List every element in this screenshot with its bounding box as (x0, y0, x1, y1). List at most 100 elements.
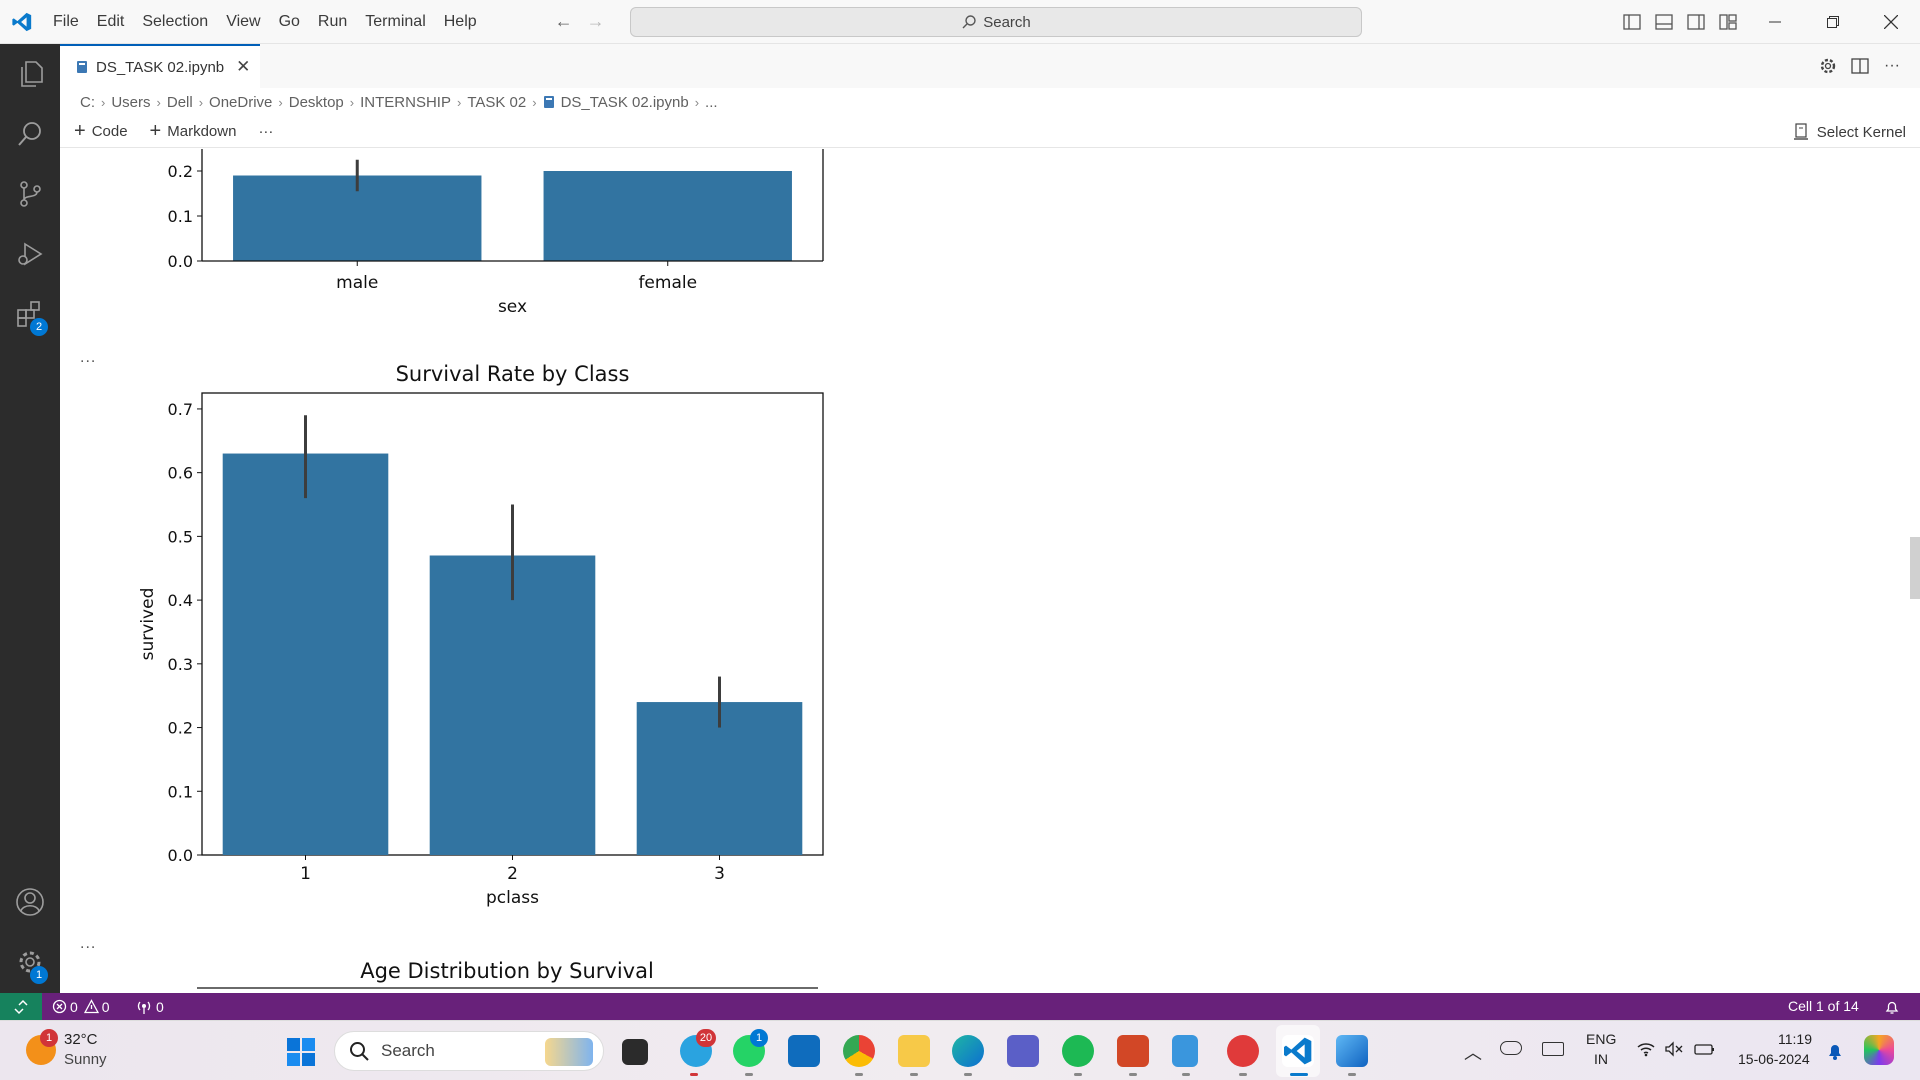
toggle-panel-icon[interactable] (1648, 0, 1680, 44)
file-explorer-icon[interactable] (898, 1035, 930, 1067)
breadcrumb-item[interactable]: Desktop (288, 93, 344, 111)
wifi-icon[interactable] (1636, 1041, 1656, 1062)
keyboard-icon[interactable] (1542, 1042, 1564, 1056)
breadcrumb-item[interactable]: TASK 02 (467, 93, 527, 111)
explorer-running-indicator (910, 1073, 918, 1076)
vscode-logo-icon[interactable] (0, 0, 44, 44)
add-markdown-cell-button[interactable]: + Markdown (150, 120, 237, 143)
minimize-icon[interactable] (1746, 0, 1804, 44)
tab-ds-task[interactable]: DS_TASK 02.ipynb ✕ (60, 44, 260, 88)
manage-gear-icon[interactable]: 1 (0, 932, 60, 992)
taskbar-search-box[interactable]: Search (334, 1031, 604, 1071)
cell-output-ellipsis[interactable]: ... (80, 935, 97, 952)
menu-terminal[interactable]: Terminal (365, 12, 426, 30)
notifications-bell-icon[interactable] (1884, 993, 1900, 1020)
taskbar-search-label: Search (381, 1041, 435, 1060)
battery-icon[interactable] (1694, 1041, 1716, 1062)
breadcrumb-item[interactable]: ... (705, 93, 718, 111)
notebook-file-icon (543, 96, 554, 108)
explorer-icon[interactable] (0, 44, 60, 104)
problems-indicator[interactable]: 0 0 (52, 993, 110, 1020)
spotify-icon[interactable] (1062, 1035, 1094, 1067)
menu-view[interactable]: View (226, 12, 261, 30)
onedrive-icon[interactable] (1500, 1041, 1522, 1055)
chrome-icon[interactable] (843, 1035, 875, 1067)
kernel-icon (1793, 123, 1808, 140)
source-control-icon[interactable] (0, 164, 60, 224)
scrollbar-thumb[interactable] (1910, 537, 1920, 599)
clock-time[interactable]: 11:19 (1778, 1031, 1812, 1047)
language-top[interactable]: ENG (1586, 1031, 1617, 1047)
cell-output-ellipsis[interactable]: ... (80, 349, 97, 366)
breadcrumb-item[interactable]: OneDrive (209, 93, 273, 111)
copilot-icon[interactable] (1864, 1035, 1894, 1065)
volume-muted-icon[interactable] (1664, 1041, 1684, 1062)
more-actions-icon[interactable]: ··· (1884, 57, 1900, 74)
command-center-search[interactable]: Search (630, 7, 1362, 37)
task-view-icon[interactable] (622, 1039, 648, 1065)
plus-icon: + (74, 120, 86, 142)
forward-arrow-icon[interactable]: → (586, 11, 605, 31)
ports-indicator[interactable]: 0 (136, 993, 164, 1020)
windows-start-icon[interactable] (286, 1037, 316, 1067)
notebook-file-icon (77, 61, 87, 73)
y-tick-label: 0.1 (168, 782, 193, 801)
spotify-running-indicator (1074, 1073, 1082, 1076)
teams-icon[interactable] (1007, 1035, 1039, 1067)
vscode-taskbar-icon[interactable] (1282, 1035, 1314, 1067)
breadcrumb-item[interactable]: Dell (166, 93, 193, 111)
add-code-cell-button[interactable]: + Code (74, 120, 128, 143)
toolbar-more-button[interactable]: ··· (258, 123, 273, 140)
extensions-badge: 2 (30, 318, 48, 336)
weather-desc[interactable]: Sunny (64, 1051, 107, 1068)
back-arrow-icon[interactable]: ← (554, 11, 573, 31)
select-kernel-button[interactable]: Select Kernel (1793, 116, 1906, 148)
customize-layout-icon[interactable] (1712, 0, 1744, 44)
notepad-icon[interactable] (1172, 1035, 1198, 1067)
bar (636, 702, 803, 855)
menu-file[interactable]: File (53, 12, 79, 30)
breadcrumb-item[interactable]: Users (111, 93, 151, 111)
notification-bell-icon[interactable] (1826, 1041, 1844, 1066)
account-icon[interactable] (0, 872, 60, 932)
chart-title: Age Distribution by Survival (360, 959, 654, 983)
chart-title: Survival Rate by Class (396, 362, 630, 386)
language-bottom[interactable]: IN (1594, 1051, 1608, 1067)
chevron-up-icon[interactable]: ︿ (1464, 1043, 1482, 1063)
menu-edit[interactable]: Edit (96, 12, 125, 30)
vscode-running-indicator (1290, 1073, 1308, 1076)
menu-go[interactable]: Go (278, 12, 300, 30)
close-window-icon[interactable] (1862, 0, 1920, 44)
breadcrumb-item[interactable]: INTERNSHIP (360, 93, 451, 111)
restore-icon[interactable] (1804, 0, 1862, 44)
extensions-icon[interactable]: 2 (0, 284, 60, 344)
search-sidebar-icon[interactable] (0, 104, 60, 164)
edge-icon[interactable] (952, 1035, 984, 1067)
photos-icon[interactable] (1336, 1035, 1368, 1067)
remote-indicator-icon[interactable] (0, 993, 42, 1020)
cell-position[interactable]: Cell 1 of 14 (1788, 998, 1859, 1014)
run-debug-icon[interactable] (0, 224, 60, 284)
windows-taskbar: 1 32°C Sunny Search 20 1 (0, 1020, 1920, 1080)
weather-temp[interactable]: 32°C (64, 1031, 98, 1048)
y-tick-label: 0.5 (168, 527, 193, 546)
toggle-secondary-sidebar-icon[interactable] (1680, 0, 1712, 44)
powerpoint-icon[interactable] (1117, 1035, 1149, 1067)
outlook-icon[interactable] (788, 1035, 820, 1067)
app-red-icon[interactable] (1227, 1035, 1259, 1067)
x-tick-label: 3 (714, 864, 725, 884)
menu-selection[interactable]: Selection (142, 12, 209, 30)
toggle-primary-sidebar-icon[interactable] (1616, 0, 1648, 44)
breadcrumb-item[interactable]: DS_TASK 02.ipynb (560, 93, 689, 111)
warning-count: 0 (101, 998, 110, 1015)
breadcrumb-item[interactable]: C: (80, 93, 95, 111)
menu-run[interactable]: Run (317, 12, 348, 30)
clock-date[interactable]: 15-06-2024 (1738, 1051, 1810, 1067)
status-bar: 0 0 0 Cell 1 of 14 (0, 993, 1920, 1020)
telegram-running-indicator (690, 1073, 698, 1076)
menu-help[interactable]: Help (443, 12, 477, 30)
x-tick-label: male (336, 273, 378, 293)
tab-close-icon[interactable]: ✕ (236, 57, 251, 76)
split-editor-icon[interactable] (1844, 44, 1876, 88)
notebook-settings-icon[interactable] (1812, 44, 1844, 88)
